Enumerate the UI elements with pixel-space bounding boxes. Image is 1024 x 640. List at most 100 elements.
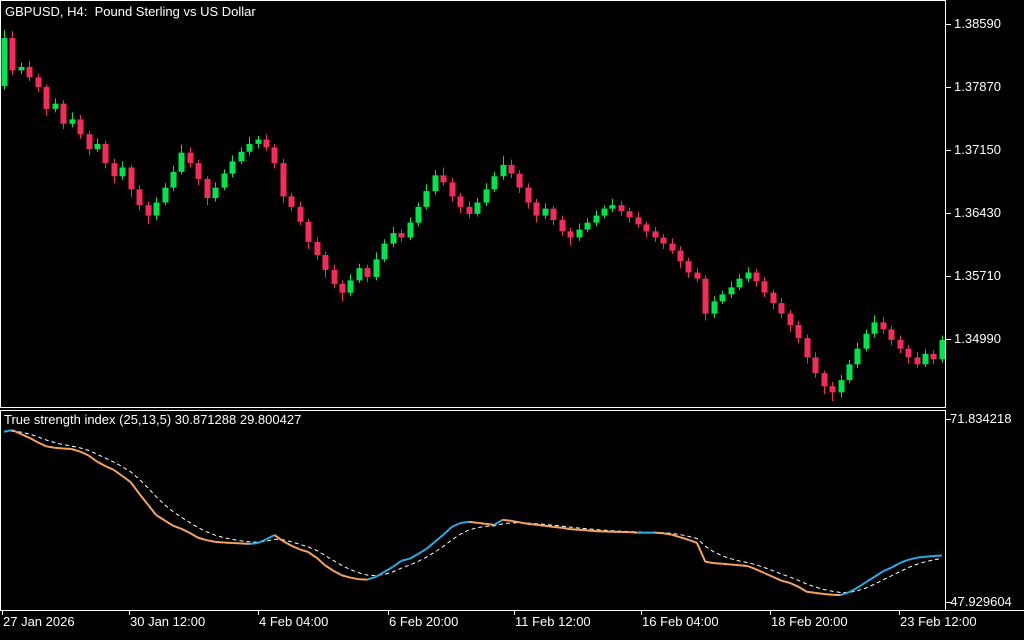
tsi-main-line-segment — [257, 538, 267, 545]
candle — [778, 303, 785, 314]
candle — [390, 233, 397, 244]
candle — [795, 325, 802, 339]
tsi-main-line-segment — [907, 556, 917, 561]
price-axis-label: 1.35710 — [954, 268, 1001, 283]
tsi-main-line-segment — [890, 562, 901, 569]
tsi-main-line-segment — [629, 531, 638, 534]
tsi-main-line-segment — [383, 566, 394, 573]
time-axis-label: 6 Feb 20:00 — [389, 614, 459, 629]
tsi-main-line-segment — [451, 522, 461, 528]
tsi-main-line-segment — [299, 548, 309, 553]
candle — [187, 152, 194, 164]
tsi-main-line-segment — [578, 528, 588, 532]
tsi-main-line-segment — [688, 538, 698, 544]
candle — [542, 208, 549, 216]
tsi-main-line-segment — [916, 555, 926, 559]
tsi-main-line-segment — [468, 520, 478, 524]
candle — [922, 353, 929, 365]
tsi-main-line-segment — [519, 521, 529, 525]
tsi-main-line-segment — [815, 591, 824, 595]
time-axis-label: 16 Feb 04:00 — [642, 614, 719, 629]
candle — [271, 147, 278, 164]
tsi-main-line-segment — [789, 581, 799, 588]
tsi-main-line-segment — [722, 562, 731, 566]
tsi-main-line-segment — [797, 585, 808, 593]
candle — [930, 353, 937, 360]
candle — [153, 202, 160, 216]
candle — [500, 164, 507, 177]
tsi-main-line-segment — [223, 541, 233, 544]
candle — [221, 173, 228, 188]
candle — [838, 380, 845, 393]
tsi-main-line-segment — [248, 542, 258, 545]
tsi-main-line-segment — [409, 553, 419, 560]
tsi-main-line-segment — [662, 532, 672, 536]
tsi-main-line-segment — [586, 529, 596, 533]
candle — [94, 143, 101, 150]
candle — [288, 196, 295, 207]
candle — [77, 119, 84, 135]
candle — [677, 250, 684, 262]
tsi-lines — [3, 429, 943, 597]
candle — [525, 187, 532, 203]
candle — [685, 261, 692, 273]
candle — [35, 77, 42, 87]
candle — [60, 103, 67, 124]
candles-series — [1, 30, 945, 402]
tsi-main-line-segment — [561, 526, 571, 531]
candle — [356, 268, 363, 281]
candle — [398, 233, 405, 238]
candle — [787, 313, 794, 325]
tsi-main-line-segment — [425, 541, 436, 550]
candle — [381, 243, 388, 260]
tsi-main-line-segment — [315, 557, 326, 567]
candle — [212, 187, 219, 199]
candle — [854, 348, 861, 365]
tsi-main-line-segment — [367, 575, 377, 581]
tsi-main-line-segment — [392, 560, 402, 568]
candle — [660, 237, 667, 244]
tsi-main-line-segment — [679, 536, 689, 541]
tsi-main-line-segment — [307, 551, 318, 559]
tsi-main-line-segment — [434, 533, 445, 543]
tsi-main-line-segment — [400, 557, 410, 562]
tsi-main-line-segment — [933, 554, 943, 557]
tsi-main-line-segment — [485, 522, 495, 526]
candle — [491, 176, 498, 190]
candle — [128, 167, 135, 190]
tsi-main-line-segment — [924, 555, 934, 558]
tsi-main-line-segment — [172, 524, 182, 530]
candle — [753, 272, 760, 282]
candle — [567, 231, 574, 238]
candle — [550, 208, 557, 220]
tsi-main-line-segment — [848, 586, 858, 594]
chart-title: GBPUSD, H4: Pound Sterling vs US Dollar — [5, 4, 256, 19]
candle — [897, 339, 904, 349]
candle — [533, 202, 540, 216]
candle — [407, 222, 414, 238]
tsi-main-line-segment — [882, 566, 892, 573]
candle — [812, 357, 819, 374]
candle — [609, 205, 616, 209]
candle — [280, 163, 287, 197]
tsi-main-line-segment — [96, 460, 106, 467]
tsi-main-line-segment — [695, 542, 707, 563]
tsi-main-line-segment — [104, 465, 115, 471]
candle — [914, 357, 921, 365]
candle — [18, 66, 25, 71]
candle — [652, 231, 659, 238]
candle — [415, 206, 422, 223]
candle — [846, 364, 853, 381]
candle — [576, 229, 583, 238]
candle — [111, 163, 118, 177]
tsi-main-line-segment — [502, 518, 512, 522]
candle — [559, 220, 566, 232]
tsi-main-line-segment — [164, 519, 174, 527]
candle — [449, 182, 456, 197]
time-axis-label: 18 Feb 20:00 — [771, 614, 848, 629]
candle — [339, 283, 346, 293]
candle — [322, 255, 329, 270]
candle — [871, 322, 878, 334]
